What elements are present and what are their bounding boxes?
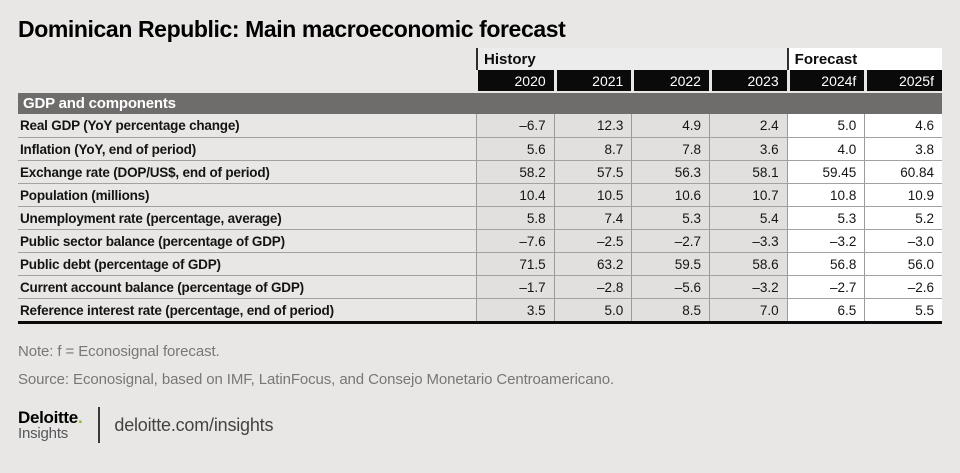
brand-sub: Insights (18, 424, 69, 442)
deloitte-insights-logo: Deloitte. Insights (18, 407, 83, 442)
page-title: Dominican Republic: Main macroeconomic f… (18, 16, 566, 42)
table-row: Unemployment rate (percentage, average) 5… (18, 206, 942, 229)
table-row: Reference interest rate (percentage, end… (18, 298, 942, 321)
table-year-header-row: 2020 2021 2022 2023 2024f 2025f (18, 70, 942, 91)
value-cell: 60.84 (864, 160, 942, 183)
value-cell: 56.8 (786, 252, 865, 275)
brand-green-dot: . (77, 407, 83, 427)
year-header-2024f: 2024f (786, 70, 865, 91)
row-label: Current account balance (percentage of G… (18, 275, 476, 298)
value-cell: 57.5 (553, 160, 632, 183)
value-cell: 3.6 (708, 137, 787, 160)
value-cell: 2.4 (708, 114, 787, 137)
value-cell: 58.6 (708, 252, 787, 275)
value-cell: –3.0 (864, 229, 942, 252)
table-group-header-row: History Forecast (18, 48, 942, 70)
value-cell: 4.6 (864, 114, 942, 137)
value-cell: 59.45 (786, 160, 865, 183)
row-label: Inflation (YoY, end of period) (18, 137, 476, 160)
value-cell: –2.5 (553, 229, 632, 252)
value-cell: 5.4 (708, 206, 787, 229)
value-cell: –2.7 (786, 275, 865, 298)
value-cell: 8.7 (553, 137, 632, 160)
year-header-2020: 2020 (476, 70, 554, 91)
note-text: Note: f = Econosignal forecast. (18, 343, 220, 360)
row-label: Unemployment rate (percentage, average) (18, 206, 476, 229)
value-cell: 10.6 (631, 183, 709, 206)
value-cell: 6.5 (786, 298, 865, 321)
row-label: Reference interest rate (percentage, end… (18, 298, 476, 321)
value-cell: 5.3 (631, 206, 709, 229)
value-cell: 5.5 (864, 298, 942, 321)
row-label: Public debt (percentage of GDP) (18, 252, 476, 275)
value-cell: 7.8 (631, 137, 709, 160)
table-row: Public sector balance (percentage of GDP… (18, 229, 942, 252)
brand-url: deloitte.com/insights (114, 414, 274, 435)
value-cell: 10.8 (786, 183, 865, 206)
value-cell: –3.2 (708, 275, 787, 298)
value-cell: –3.3 (708, 229, 787, 252)
value-cell: –2.8 (553, 275, 632, 298)
value-cell: 5.0 (786, 114, 865, 137)
group-header-history: History (476, 48, 787, 70)
value-cell: –3.2 (786, 229, 865, 252)
value-cell: 56.0 (864, 252, 942, 275)
value-cell: 58.2 (476, 160, 554, 183)
value-cell: –2.6 (864, 275, 942, 298)
group-header-forecast: Forecast (786, 48, 942, 70)
year-header-spacer (18, 70, 476, 91)
value-cell: 7.4 (553, 206, 632, 229)
table-row: Population (millions) 10.4 10.5 10.6 10.7 10.… (18, 183, 942, 206)
value-cell: 59.5 (631, 252, 709, 275)
footer-divider (98, 407, 101, 443)
notes-block: Note: f = Econosignal forecast. Source: … (18, 341, 942, 390)
value-cell: 10.7 (708, 183, 787, 206)
value-cell: 63.2 (553, 252, 632, 275)
forecast-table: History Forecast 2020 2021 2022 2023 202… (18, 48, 942, 324)
value-cell: 5.8 (476, 206, 554, 229)
group-header-spacer (18, 48, 476, 70)
value-cell: 3.8 (864, 137, 942, 160)
row-label: Exchange rate (DOP/US$, end of period) (18, 160, 476, 183)
footer: Deloitte. Insights deloitte.com/insights (18, 406, 942, 444)
year-header-2025f: 2025f (864, 70, 942, 91)
value-cell: 4.9 (631, 114, 709, 137)
year-header-2022: 2022 (631, 70, 709, 91)
value-cell: 12.3 (553, 114, 632, 137)
brand-name: Deloitte. (18, 407, 83, 427)
table-row: Exchange rate (DOP/US$, end of period) 58… (18, 160, 942, 183)
value-cell: 8.5 (631, 298, 709, 321)
year-header-2021: 2021 (553, 70, 632, 91)
value-cell: –1.7 (476, 275, 554, 298)
table-row: Current account balance (percentage of G… (18, 275, 942, 298)
table-body: Real GDP (YoY percentage change) –6.7 12.3… (18, 114, 942, 321)
value-cell: 3.5 (476, 298, 554, 321)
value-cell: 5.0 (553, 298, 632, 321)
year-header-2023: 2023 (708, 70, 787, 91)
value-cell: 4.0 (786, 137, 865, 160)
value-cell: 10.9 (864, 183, 942, 206)
value-cell: 58.1 (708, 160, 787, 183)
value-cell: –5.6 (631, 275, 709, 298)
table-row: Public debt (percentage of GDP) 71.5 63.2 5… (18, 252, 942, 275)
value-cell: 71.5 (476, 252, 554, 275)
value-cell: –6.7 (476, 114, 554, 137)
value-cell: 56.3 (631, 160, 709, 183)
value-cell: 10.4 (476, 183, 554, 206)
row-label: Real GDP (YoY percentage change) (20, 118, 240, 133)
section-header-gdp-and-components: GDP and components (18, 93, 942, 114)
value-cell: –2.7 (631, 229, 709, 252)
value-cell: 5.2 (864, 206, 942, 229)
value-cell: 10.5 (553, 183, 632, 206)
row-label: Public sector balance (percentage of GDP… (18, 229, 476, 252)
table-row: Real GDP (YoY percentage change) –6.7 12.3… (18, 114, 942, 137)
figure: Dominican Republic: Main macroeconomic f… (0, 14, 960, 444)
value-cell: 7.0 (708, 298, 787, 321)
value-cell: –7.6 (476, 229, 554, 252)
table-row: Inflation (YoY, end of period) 5.6 8.7 7.8 3… (18, 137, 942, 160)
source-text: Source: Econosignal, based on IMF, Latin… (18, 371, 615, 388)
row-label: Population (millions) (18, 183, 476, 206)
value-cell: 5.3 (786, 206, 865, 229)
value-cell: 5.6 (476, 137, 554, 160)
